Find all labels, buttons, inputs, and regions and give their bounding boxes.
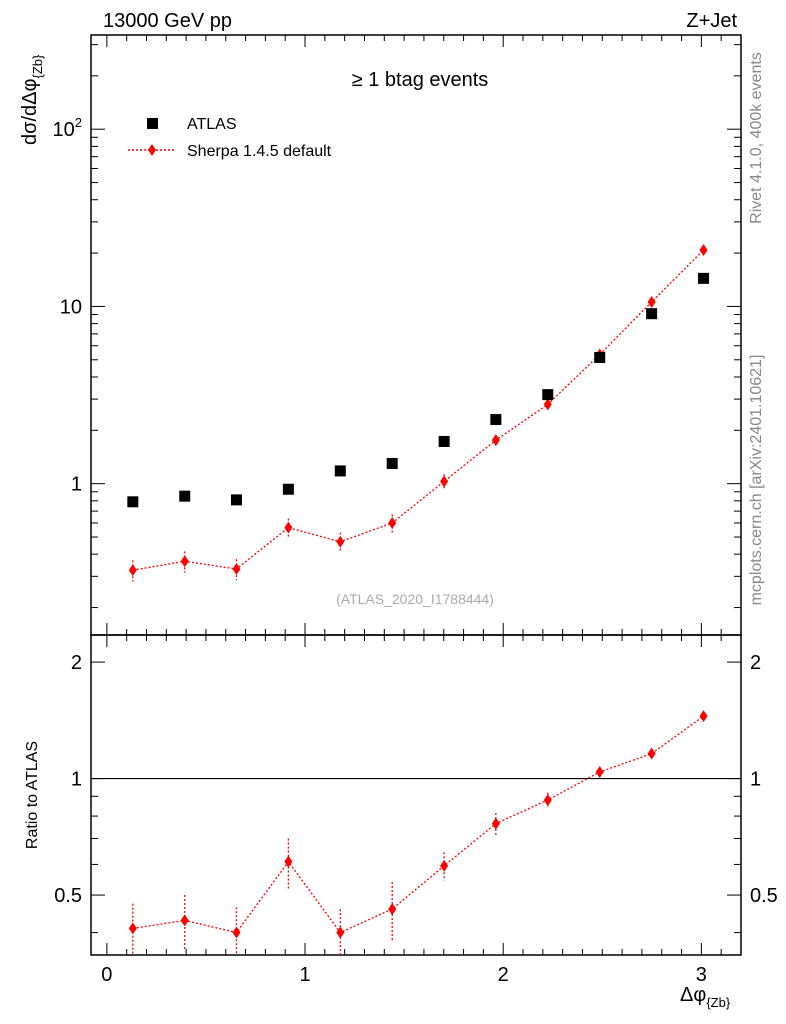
sherpa-point [128, 564, 137, 577]
legend-marker-atlas [147, 118, 158, 129]
legend: ATLAS Sherpa 1.4.5 default [128, 116, 332, 160]
ratio-y-axis-label: Ratio to ATLAS [24, 741, 41, 849]
ratio-point [699, 710, 708, 723]
main-y-axis-label: dσ/dΔφ{Zb} [19, 54, 45, 145]
ratio-y-tick-label: 2 [71, 652, 82, 674]
atlas-point [386, 457, 398, 469]
x-axis-label: Δφ{Zb} [680, 984, 731, 1010]
ratio-line [132, 715, 704, 934]
ratio-y-tick-label: 0.5 [54, 885, 82, 907]
mcplots-reference-label: mcplots.cern.ch [arXiv:2401.10621] [748, 355, 765, 606]
x-tick-label: 3 [696, 964, 707, 986]
atlas-point [334, 465, 346, 477]
ratio-point [543, 794, 552, 807]
legend-marker-sherpa [148, 144, 156, 156]
ratio-panel: Ratio to ATLAS 0 1 2 3 0.5 0.5 1 1 2 2 Δφ{Zb} [24, 634, 778, 1010]
main-y-tick-label: 102 [53, 115, 82, 141]
ratio-point [128, 922, 137, 935]
sherpa-point [699, 244, 708, 257]
atlas-point [438, 435, 450, 447]
header-energy-label: 13000 GeV pp [103, 10, 232, 32]
main-y-axis-label-main: dσ/dΔφ [19, 78, 41, 145]
header-process-label: Z+Jet [686, 10, 737, 32]
x-axis-label-main: Δφ [680, 984, 706, 1006]
ratio-panel-frame [90, 634, 742, 956]
legend-label-sherpa: Sherpa 1.4.5 default [187, 143, 332, 160]
atlas-point [698, 272, 710, 284]
main-panel: ≥ 1 btag events (ATLAS_2020_I1788444) dσ… [19, 34, 742, 636]
ratio-point [595, 765, 604, 778]
ratio-point [647, 747, 656, 760]
atlas-point [490, 414, 502, 426]
ratio-y-tick-label-right: 2 [750, 652, 761, 674]
sherpa-point [284, 521, 293, 534]
ratio-point [440, 859, 449, 872]
sherpa-point [388, 516, 397, 529]
ratio-point [284, 855, 293, 868]
sherpa-point [336, 535, 345, 548]
main-y-axis-label-sub: {Zb} [30, 54, 45, 79]
ratio-point [336, 926, 345, 939]
main-panel-title: ≥ 1 btag events [352, 69, 489, 91]
atlas-point [542, 389, 554, 401]
atlas-point [230, 494, 242, 506]
x-tick-label: 2 [498, 964, 509, 986]
ratio-point [180, 914, 189, 927]
sherpa-point [491, 434, 500, 447]
rivet-version-label: Rivet 4.1.0, 400k events [748, 52, 765, 224]
x-tick-label: 0 [101, 964, 112, 986]
main-y-tick-label: 1 [71, 474, 82, 496]
x-tick-label: 1 [299, 964, 310, 986]
atlas-point [179, 490, 191, 502]
atlas-point [594, 352, 606, 364]
ratio-point [388, 903, 397, 916]
sherpa-line [132, 249, 705, 571]
ratio-point [232, 926, 241, 939]
sherpa-point [440, 475, 449, 488]
main-y-tick-label: 10 [60, 296, 82, 318]
svg-text:dσ/dΔφ{Zb}: dσ/dΔφ{Zb} [19, 54, 45, 145]
sherpa-point [180, 555, 189, 568]
ratio-point [491, 817, 500, 830]
atlas-point [282, 483, 294, 495]
ratio-y-tick-label-right: 1 [750, 769, 761, 791]
legend-label-atlas: ATLAS [187, 116, 237, 133]
atlas-point [646, 308, 658, 320]
sherpa-point [543, 398, 552, 411]
atlas-point [127, 496, 139, 508]
sherpa-point [232, 563, 241, 576]
sherpa-point [647, 295, 656, 308]
ratio-y-tick-label: 1 [71, 769, 82, 791]
ratio-y-tick-label-right: 0.5 [750, 885, 778, 907]
x-axis-label-sub: {Zb} [706, 995, 731, 1010]
watermark-label: (ATLAS_2020_I1788444) [336, 591, 494, 607]
